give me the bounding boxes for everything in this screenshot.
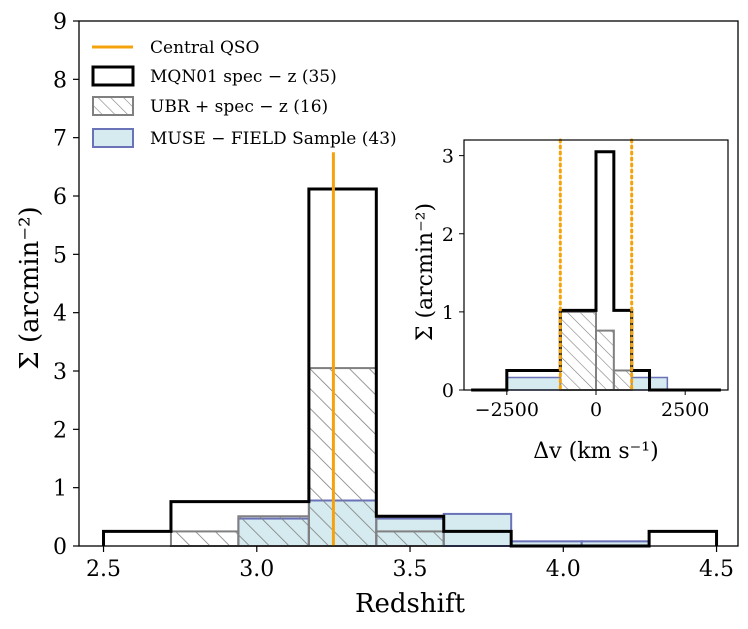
ubr-bar: [307, 367, 378, 548]
inset-y-axis-title: Σ (arcmin⁻²): [413, 203, 438, 341]
legend-label: MQN01 spec − z (35): [150, 67, 337, 87]
inset-x-tick-label: 0: [590, 399, 602, 421]
inset-ubr-bar: [612, 369, 633, 391]
main-y-axis-title-group: Σ (arcmin⁻²): [15, 206, 45, 369]
inset-ubr-bar: [595, 329, 615, 391]
inset-muse-bar: [630, 376, 651, 391]
inset-muse-bar: [506, 376, 562, 391]
mqn01-step-line: [102, 187, 719, 548]
inset-y-axis-title-group: Σ (arcmin⁻²): [413, 203, 438, 341]
y-tick-label: 8: [53, 68, 67, 93]
x-tick-label: 3.5: [393, 557, 428, 582]
main-axes-frame: [78, 20, 739, 547]
y-tick-label: 4: [53, 302, 67, 327]
main-y-axis-title: Σ (arcmin⁻²): [15, 206, 45, 369]
y-tick-label: 6: [53, 185, 67, 210]
inset-y-tick-label: 2: [442, 224, 454, 246]
inset-x-tick-label: 2500: [661, 399, 709, 421]
inset-mqn01-step-line: [471, 150, 721, 392]
y-tick-label: 7: [53, 127, 67, 152]
legend-ubr-swatch: [92, 96, 134, 116]
inset-ubr-bar: [559, 310, 598, 391]
y-tick-label: 1: [53, 477, 67, 502]
x-tick-label: 4.0: [546, 557, 581, 582]
x-tick-label: 3.0: [239, 557, 274, 582]
legend: Central QSO MQN01 spec − z (35) UBR + spec…: [91, 38, 397, 149]
legend-mqn01-swatch: [91, 65, 135, 87]
inset-muse-bar: [648, 376, 669, 391]
legend-muse-swatch: [92, 128, 134, 148]
legend-label: Central QSO: [150, 38, 259, 58]
main-plot: Σ (arcmin⁻²) Redshift 2.5 3.0 3.5 4.0 4.5 0 1 2…: [15, 10, 739, 619]
main-x-axis-title: Redshift: [355, 589, 466, 619]
legend-label: MUSE − FIELD Sample (43): [150, 129, 397, 149]
inset-y-tick-label: 1: [442, 302, 454, 324]
ubr-bar: [375, 530, 445, 548]
inset-x-axis-title: Δv (km s⁻¹): [533, 439, 658, 464]
y-tick-label: 3: [53, 360, 67, 385]
ubr-bar: [169, 530, 240, 548]
y-tick-label: 2: [53, 418, 67, 443]
inset-y-tick-label: 0: [442, 380, 454, 402]
inset-plot: Σ (arcmin⁻²) Δv (km s⁻¹) −2500 0 2500 0 1 2 3: [413, 138, 729, 464]
inset-x-tick-label: −2500: [475, 399, 539, 421]
inset-y-tick-label: 3: [442, 146, 454, 168]
x-tick-label: 4.5: [699, 557, 734, 582]
x-tick-label: 2.5: [86, 557, 121, 582]
legend-label: UBR + spec − z (16): [150, 97, 328, 117]
ubr-bar: [237, 515, 310, 547]
y-tick-label: 0: [53, 535, 67, 560]
y-tick-label: 5: [53, 243, 67, 268]
y-tick-label: 9: [53, 10, 67, 35]
